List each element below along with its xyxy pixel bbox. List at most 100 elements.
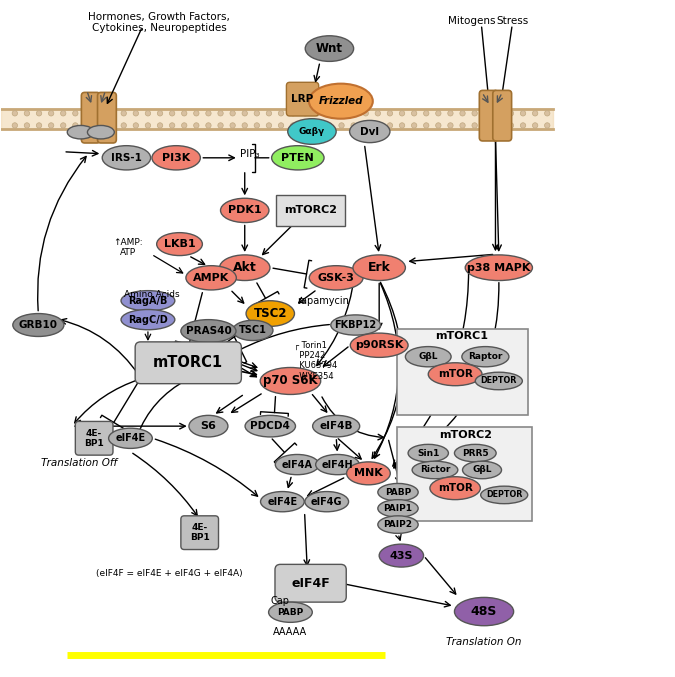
Circle shape	[387, 110, 393, 116]
Text: 4E-
BP1: 4E- BP1	[190, 523, 209, 542]
Circle shape	[49, 110, 54, 116]
Text: Akt: Akt	[233, 261, 256, 274]
Text: Sin1: Sin1	[417, 449, 439, 458]
Ellipse shape	[260, 368, 321, 395]
Text: Translation On: Translation On	[446, 636, 522, 647]
Circle shape	[230, 123, 236, 128]
Circle shape	[412, 123, 417, 128]
Circle shape	[218, 123, 223, 128]
Ellipse shape	[309, 84, 373, 118]
Text: RagC/D: RagC/D	[128, 315, 168, 325]
Circle shape	[339, 110, 344, 116]
Circle shape	[194, 110, 199, 116]
Text: eIF4H: eIF4H	[322, 460, 353, 470]
Circle shape	[121, 123, 126, 128]
Text: GβL: GβL	[418, 352, 438, 362]
Ellipse shape	[157, 233, 202, 256]
Ellipse shape	[408, 444, 448, 462]
Ellipse shape	[269, 602, 313, 622]
Text: p90RSK: p90RSK	[355, 341, 404, 350]
Ellipse shape	[186, 265, 236, 290]
Text: Mitogens: Mitogens	[448, 16, 495, 26]
Ellipse shape	[309, 265, 363, 290]
Ellipse shape	[181, 320, 236, 343]
Ellipse shape	[412, 461, 458, 479]
Text: PAIP2: PAIP2	[383, 520, 412, 529]
Circle shape	[121, 110, 126, 116]
Circle shape	[496, 123, 502, 128]
Ellipse shape	[245, 416, 296, 437]
Circle shape	[545, 123, 550, 128]
Circle shape	[278, 123, 283, 128]
FancyBboxPatch shape	[286, 83, 319, 116]
Circle shape	[484, 123, 489, 128]
Circle shape	[472, 123, 477, 128]
Text: Raptor: Raptor	[468, 352, 503, 362]
Text: PABP: PABP	[277, 608, 304, 617]
Circle shape	[520, 123, 526, 128]
Ellipse shape	[68, 125, 94, 139]
Circle shape	[315, 110, 320, 116]
Circle shape	[218, 110, 223, 116]
Ellipse shape	[462, 347, 509, 367]
Circle shape	[278, 110, 283, 116]
Ellipse shape	[350, 121, 390, 143]
Circle shape	[533, 123, 538, 128]
Ellipse shape	[316, 454, 359, 475]
Circle shape	[387, 123, 393, 128]
Circle shape	[327, 123, 332, 128]
Ellipse shape	[261, 492, 304, 512]
Ellipse shape	[219, 255, 270, 280]
Circle shape	[302, 123, 308, 128]
Circle shape	[133, 123, 138, 128]
Ellipse shape	[454, 444, 496, 462]
Text: PI3K: PI3K	[162, 153, 190, 162]
Text: eIF4F: eIF4F	[291, 577, 330, 590]
Ellipse shape	[346, 462, 390, 485]
Circle shape	[24, 110, 30, 116]
FancyBboxPatch shape	[397, 329, 528, 416]
FancyBboxPatch shape	[493, 91, 512, 141]
Ellipse shape	[102, 146, 151, 170]
Text: 48S: 48S	[471, 605, 497, 618]
Text: PDK1: PDK1	[228, 205, 261, 215]
Circle shape	[109, 110, 114, 116]
Circle shape	[61, 110, 66, 116]
Text: RagA/B: RagA/B	[128, 296, 167, 306]
Text: AMPK: AMPK	[193, 273, 230, 283]
Ellipse shape	[121, 309, 175, 330]
Text: GSK-3: GSK-3	[318, 273, 354, 283]
Circle shape	[448, 110, 453, 116]
FancyBboxPatch shape	[82, 92, 100, 143]
Circle shape	[435, 110, 441, 116]
Text: Gαβγ: Gαβγ	[299, 127, 325, 136]
Ellipse shape	[465, 255, 533, 280]
Ellipse shape	[331, 315, 381, 335]
Text: AAAAA: AAAAA	[273, 627, 308, 637]
Ellipse shape	[246, 301, 294, 326]
Circle shape	[230, 110, 236, 116]
Text: mTORC2: mTORC2	[284, 205, 337, 215]
Circle shape	[109, 123, 114, 128]
Circle shape	[242, 123, 248, 128]
Circle shape	[36, 110, 42, 116]
Text: (eIF4F = eIF4E + eIF4G + eIF4A): (eIF4F = eIF4E + eIF4G + eIF4A)	[95, 569, 242, 578]
FancyBboxPatch shape	[397, 427, 533, 521]
Text: eIF4G: eIF4G	[311, 497, 342, 506]
Text: eIF4A: eIF4A	[281, 460, 313, 470]
Circle shape	[97, 110, 102, 116]
Text: Rictor: Rictor	[420, 466, 450, 475]
Text: Hormones, Growth Factors,
Cytokines, Neuropeptides: Hormones, Growth Factors, Cytokines, Neu…	[88, 12, 230, 33]
Circle shape	[448, 123, 453, 128]
Text: Translation Off: Translation Off	[40, 458, 117, 468]
Text: MNK: MNK	[354, 468, 383, 479]
Circle shape	[496, 110, 502, 116]
Ellipse shape	[233, 320, 273, 341]
Circle shape	[520, 110, 526, 116]
FancyBboxPatch shape	[76, 421, 113, 455]
Ellipse shape	[481, 486, 528, 504]
Text: PDCD4: PDCD4	[250, 421, 290, 431]
Text: mTOR: mTOR	[437, 483, 472, 493]
Circle shape	[423, 123, 429, 128]
Circle shape	[254, 110, 259, 116]
